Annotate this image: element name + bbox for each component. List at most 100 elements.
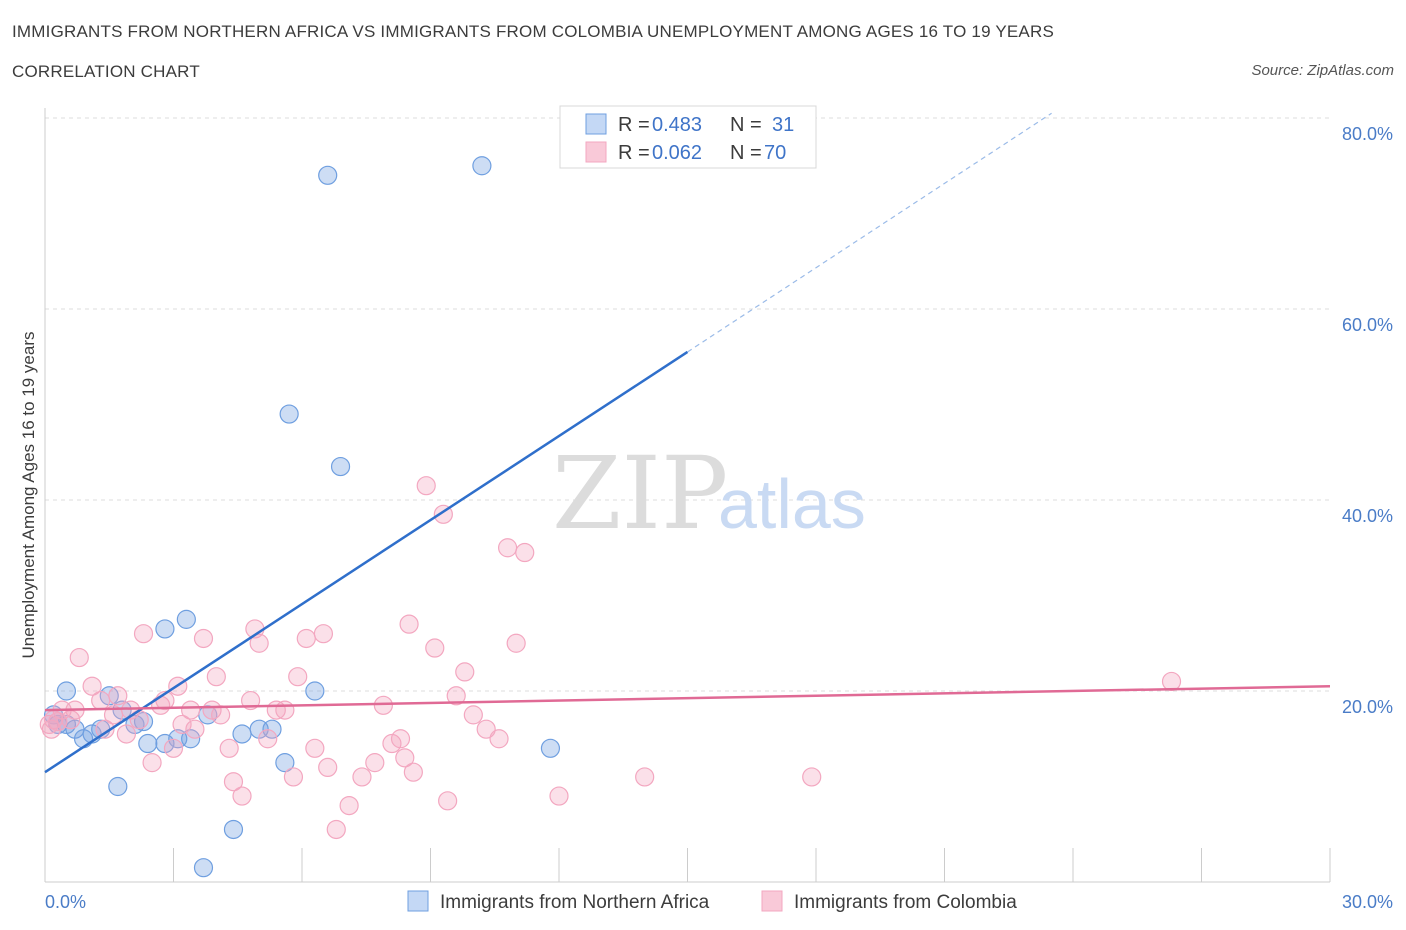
point-colombia-8 [95,719,115,739]
point-northern-africa-25 [275,753,295,773]
series-legend-label-blue: Immigrants from Northern Africa [440,892,710,913]
point-colombia-46 [373,695,393,715]
legend-n-label-pink: N = [730,142,762,164]
point-northern-africa-17 [176,609,196,629]
series-legend-swatch-blue [407,890,429,912]
point-northern-africa-26 [279,404,299,424]
legend-swatch-pink [585,141,607,163]
point-colombia-50 [399,614,419,634]
point-colombia-48 [390,729,411,749]
y-tick-label-2: 60.0% [1342,315,1393,335]
point-colombia-28 [223,772,244,792]
legend-n-label-blue: N = [730,114,762,136]
point-colombia-51 [403,762,423,782]
chart-subtitle: CORRELATION CHART [12,62,200,81]
point-colombia-40 [313,624,334,644]
point-colombia-41 [318,757,338,778]
series-legend-label-pink: Immigrants from Colombia [794,892,1017,913]
point-colombia-63 [515,542,535,563]
point-colombia-15 [142,753,162,773]
legend-n-value-blue: 31 [772,114,794,136]
point-colombia-59 [476,719,496,739]
point-colombia-69 [48,711,68,732]
point-colombia-58 [463,705,483,725]
y-tick-label-1: 40.0% [1342,506,1393,526]
point-colombia-68 [41,719,62,739]
point-colombia-5 [69,647,89,668]
point-colombia-56 [446,686,466,706]
stats-legend: R = 0.483 N = 31 R = 0.062 N = 70 [559,105,817,169]
y-tick-label-0: 20.0% [1342,697,1393,717]
point-colombia-22 [185,719,205,739]
point-colombia-23 [193,628,214,649]
trend-line-northern-africa-extension [687,112,1052,353]
x-tick-label-0: 0.0% [45,892,86,912]
point-colombia-21 [181,700,201,720]
point-colombia-61 [498,538,518,558]
point-colombia-39 [305,738,325,758]
point-colombia-37 [288,667,308,687]
point-colombia-53 [425,638,445,658]
point-colombia-29 [232,786,252,806]
point-colombia-57 [455,662,475,682]
point-colombia-44 [352,767,372,787]
watermark-zip: ZIP [552,435,728,552]
point-colombia-18 [163,738,184,758]
point-colombia-25 [206,667,226,687]
point-colombia-35 [275,700,295,720]
point-colombia-42 [326,819,346,840]
point-colombia-10 [108,686,128,706]
point-northern-africa-18 [181,729,201,749]
legend-n-value-pink: 70 [764,142,786,164]
point-northern-africa-20 [193,858,214,878]
point-northern-africa-13 [138,733,158,754]
point-colombia-45 [365,753,385,773]
series-colombia-points [39,476,1182,840]
point-colombia-33 [258,729,278,749]
point-northern-africa-21 [223,819,244,840]
point-colombia-27 [219,738,239,758]
trend-line-northern-africa [44,350,689,774]
point-colombia-64 [549,786,569,806]
point-colombia-66 [802,767,822,787]
series-legend: Immigrants from Northern Africa Immigran… [407,890,1017,913]
point-colombia-36 [283,767,304,787]
point-northern-africa-22 [232,724,252,744]
point-colombia-38 [296,628,316,649]
legend-r-label-blue: R = [618,114,650,136]
point-colombia-52 [416,476,436,496]
point-colombia-20 [172,714,192,735]
x-tick-label-1: 30.0% [1342,892,1393,912]
trend-lines [44,112,1331,774]
series-legend-swatch-pink [761,890,783,912]
point-northern-africa-9 [108,776,128,797]
point-colombia-43 [339,795,359,816]
watermark: ZIP atlas [552,435,866,552]
point-colombia-32 [249,633,269,653]
point-colombia-55 [438,791,458,811]
source-credit: Source: ZipAtlas.com [1251,62,1394,79]
point-colombia-6 [82,676,102,696]
legend-r-label-pink: R = [618,142,650,164]
axes [44,108,1331,883]
x-tick-labels: 0.0% 30.0% [45,892,1393,912]
point-northern-africa-31 [540,738,561,758]
point-colombia-26 [211,705,231,725]
point-colombia-49 [395,748,415,768]
y-tick-label-3: 80.0% [1342,124,1393,144]
point-colombia-7 [91,690,111,711]
point-colombia-11 [116,724,136,744]
point-colombia-62 [506,633,526,653]
y-axis-label: Unemployment Among Ages 16 to 19 years [19,332,38,659]
point-colombia-60 [489,729,509,749]
trend-line-colombia [44,684,1331,712]
point-northern-africa-30 [472,156,492,176]
grid-lines [45,117,1330,692]
point-colombia-14 [133,624,154,644]
point-northern-africa-27 [305,681,325,701]
point-northern-africa-24 [262,719,282,739]
legend-swatch-blue [585,113,607,135]
point-northern-africa-29 [330,456,351,477]
legend-r-value-blue: 0.483 [652,114,702,136]
